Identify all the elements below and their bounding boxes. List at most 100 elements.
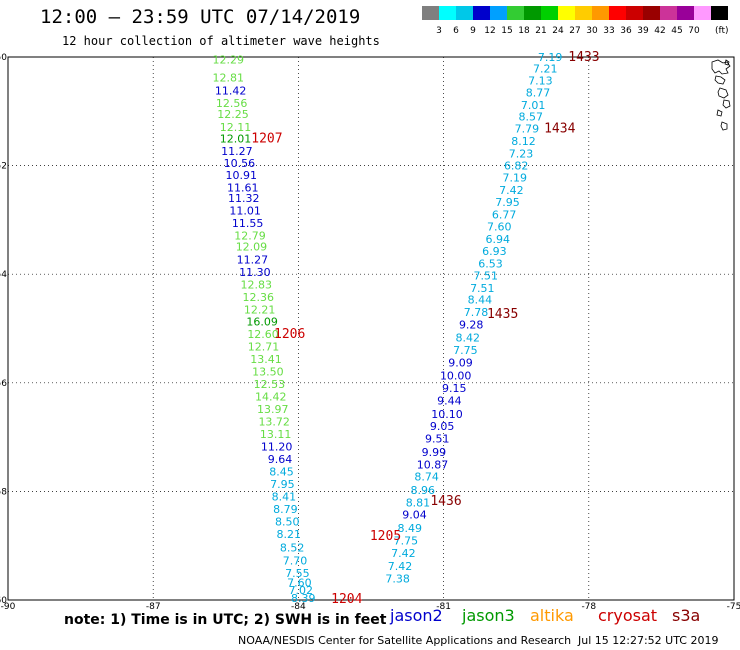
pass-time-label: 1435 [487,307,518,322]
legend-swatch [524,6,541,20]
wave-height-label: 11.01 [229,205,261,218]
wave-height-label: 8.12 [511,135,536,148]
legend-tick-label: 18 [518,26,530,36]
legend-tick-label: 15 [501,26,512,36]
wave-height-label: 6.77 [492,208,517,221]
wave-height-label: 8.41 [272,490,297,503]
legend-s3a: s3a [672,606,701,625]
legend-swatch [507,6,524,20]
wave-height-label: 12.25 [217,108,249,121]
wave-height-label: 6.93 [482,245,507,258]
wave-height-label: 7.02 [289,584,314,597]
wave-height-label: 6.82 [504,160,529,173]
wave-height-label: 7.23 [509,148,534,161]
wave-height-label: 8.57 [518,111,543,124]
wave-height-label: 12.60 [247,328,279,341]
wave-height-label: 7.79 [515,123,540,136]
color-legend: 3 6 9 12 15 18 21 24 27 30 33 36 39 42 45 70 (ft) [422,6,729,36]
legend-tick-label: 9 [470,26,476,36]
lon-tick-label: -87 [146,602,161,610]
legend-swatch [643,6,660,20]
coastline-segment [722,99,731,109]
legend-tick-label: 70 [688,26,700,36]
wave-height-label: 7.70 [283,554,308,567]
legend-swatch [575,6,592,20]
lat-tick-label: -54 [0,270,7,280]
wave-height-label: 8.42 [456,332,481,345]
legend-tick-label: 12 [484,26,495,36]
legend-swatch [473,6,490,20]
pass-time-label: 1436 [430,494,461,509]
wave-height-label: 11.32 [228,192,260,205]
wave-height-label: 11.55 [232,217,264,230]
map-title: 12:00 — 23:59 UTC 07/14/2019 [40,6,361,28]
legend-tick-label: 21 [535,26,546,36]
wave-height-label: 6.94 [486,233,511,246]
wave-height-label: 7.21 [533,62,558,75]
wave-height-label: 8.45 [269,465,294,478]
wave-height-label: 9.44 [437,395,462,408]
wave-height-label: 9.15 [442,382,467,395]
coastline-segment [716,109,723,117]
wave-height-label: 11.42 [215,85,247,98]
lat-tick-label: -60 [0,596,7,606]
wave-height-label: 9.05 [430,420,455,433]
wave-height-label: 6.53 [478,257,503,270]
legend-jason3: jason3 [462,606,515,625]
legend-swatch [592,6,609,20]
wave-height-label: 7.55 [285,567,310,580]
coastline-segment [714,75,726,85]
wave-height-label: 12.81 [212,72,244,85]
wave-height-label: 13.41 [250,353,282,366]
legend-swatch [422,6,439,20]
wave-height-label: 7.13 [528,74,553,87]
lon-tick-label: -84 [291,602,306,610]
wave-height-label: 8.96 [411,484,436,497]
wave-height-label: 7.51 [473,269,498,282]
wave-height-label: 9.28 [459,319,484,332]
wave-height-label: 8.21 [276,528,301,541]
wave-height-label: 10.91 [226,169,258,182]
legend-swatch [541,6,558,20]
wave-height-label: 12.53 [254,378,286,391]
wave-height-label: 9.64 [268,453,293,466]
wave-height-label: 12.36 [242,291,274,304]
legend-swatch [490,6,507,20]
wave-height-label: 9.51 [425,433,450,446]
pass-time-label: 1206 [274,327,305,342]
wave-height-label: 12.71 [248,340,280,353]
pass-time-label: 1207 [251,131,282,146]
wave-height-label: 8.44 [468,294,493,307]
legend-swatch [711,6,728,20]
wave-height-label: 7.42 [388,560,413,573]
wave-height-label: 11.20 [261,440,293,453]
wave-height-label: 7.51 [470,282,495,295]
legend-tick-label: 24 [552,26,564,36]
legend-swatch [660,6,677,20]
coastline-segment [711,59,731,75]
footer-timestamp: Jul 15 12:27:52 UTC 2019 [578,634,719,647]
wave-height-label: 12.01 [220,132,252,145]
footer-credit: NOAA/NESDIS Center for Satellite Applica… [238,634,572,647]
wave-height-label: 7.78 [464,306,489,319]
lon-tick-label: -81 [436,602,451,610]
legend-tick-label: 45 [671,26,682,36]
wave-height-label: 8.77 [526,86,551,99]
lon-tick-label: -90 [1,602,16,610]
legend-altika: altika [530,606,574,625]
legend-jason2: jason2 [390,606,443,625]
wave-height-label: 13.72 [258,415,290,428]
wave-height-label: 8.39 [291,592,316,605]
wave-height-label: 7.42 [499,184,524,197]
legend-swatch [558,6,575,20]
wave-height-label: 11.27 [237,254,269,267]
legend-swatch [439,6,456,20]
pass-time-label: 1204 [331,592,362,607]
legend-tick-label: 30 [586,26,598,36]
legend-unit: (ft) [715,26,729,36]
legend-cryosat: cryosat [598,606,658,625]
wave-height-label: 10.87 [417,458,449,471]
wave-height-label: 7.75 [394,534,419,547]
pass-time-label: 1205 [370,529,401,544]
lat-tick-label: -50 [0,53,7,63]
